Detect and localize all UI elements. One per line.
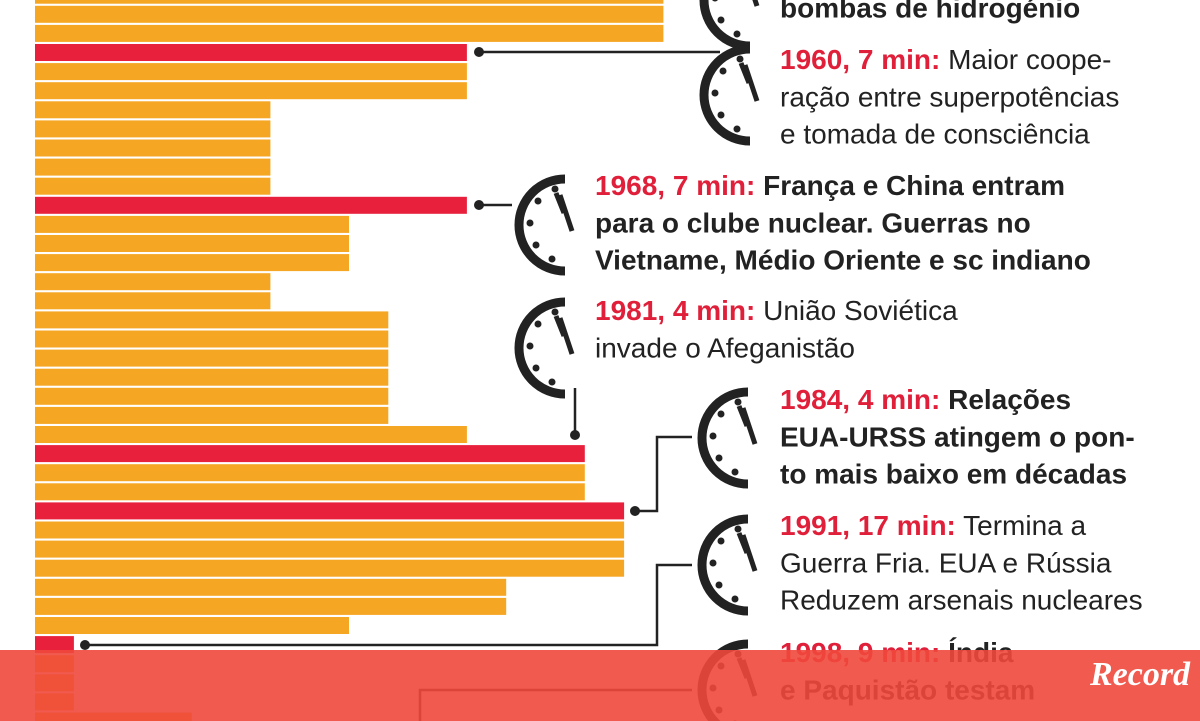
overlay-banner: [0, 650, 1200, 721]
annotation-text: Relações: [948, 384, 1071, 415]
annotation-text: Maior coope-: [948, 44, 1111, 75]
annotation-line: Guerra Fria. EUA e Rússia: [780, 547, 1112, 578]
bar: [35, 597, 507, 615]
annotation-head: 1960, 7 min:: [780, 44, 940, 75]
bar: [35, 44, 467, 61]
bar: [35, 5, 664, 23]
bar: [35, 139, 271, 157]
bar: [35, 368, 389, 386]
annotations: 1960, 7 min: Maior coope-ração entre sup…: [595, 44, 1143, 705]
bar: [35, 254, 349, 272]
bar: [35, 215, 349, 233]
bar: [35, 445, 585, 463]
clock: [519, 179, 572, 271]
bar: [35, 177, 271, 195]
bar: [35, 502, 625, 520]
bar: [35, 158, 271, 176]
bar: [35, 578, 507, 596]
annotation-line: 1981, 4 min: União Soviética: [595, 295, 958, 326]
bar: [35, 387, 389, 405]
annotation-line: 1991, 17 min: Termina a: [780, 510, 1087, 541]
clock: [702, 519, 755, 611]
bar: [35, 235, 349, 252]
annotation-line: invade o Afeganistão: [595, 332, 855, 363]
annotation-text: Termina a: [963, 510, 1086, 541]
clock: [702, 392, 755, 484]
clock: [704, 49, 757, 141]
bar: [35, 426, 467, 443]
annotation-line: to mais baixo em décadas: [780, 458, 1127, 489]
annotation-head: 1981, 4 min:: [595, 295, 755, 326]
annotation-line: 1968, 7 min: França e China entram: [595, 170, 1065, 201]
logo: Record: [1089, 656, 1191, 693]
annotation-line: Vietname, Médio Oriente e sc indiano: [595, 244, 1091, 275]
bar: [35, 521, 625, 539]
bar: [35, 120, 271, 138]
bar: [35, 0, 664, 4]
bar: [35, 617, 349, 634]
bar: [35, 636, 74, 654]
annotation-text: União Soviética: [763, 295, 958, 326]
annotation-head: 1968, 7 min:: [595, 170, 755, 201]
clock: [519, 302, 572, 394]
annotation-line: para o clube nuclear. Guerras no: [595, 207, 1031, 238]
bar: [35, 559, 625, 577]
bars: [35, 0, 664, 721]
bar: [35, 330, 389, 348]
annotation-line: EUA-URSS atingem o pon-: [780, 421, 1135, 452]
bar: [35, 196, 467, 214]
bar: [35, 24, 664, 42]
annotation-text: França e China entram: [763, 170, 1065, 201]
bar: [35, 540, 625, 558]
annotation-line: ração entre superpotências: [780, 81, 1119, 112]
annotation-head: 1984, 4 min:: [780, 384, 940, 415]
bar: [35, 311, 389, 329]
bar: [35, 63, 467, 81]
annotation-line: Reduzem arsenais nucleares: [780, 584, 1143, 615]
annotation-head: 1991, 17 min:: [780, 510, 956, 541]
annotation-line: e tomada de consciência: [780, 118, 1090, 149]
bar: [35, 349, 389, 367]
clock: [704, 0, 757, 46]
bar: [35, 483, 585, 501]
annotation-line: 1960, 7 min: Maior coope-: [780, 44, 1112, 75]
bar: [35, 82, 467, 100]
annotation-line: 1984, 4 min: Relações: [780, 384, 1071, 415]
bar: [35, 273, 271, 291]
bar: [35, 101, 271, 119]
annotation-line: bombas de hidrogénio: [780, 0, 1080, 23]
bar: [35, 406, 389, 424]
bar: [35, 292, 271, 310]
bar: [35, 464, 585, 482]
